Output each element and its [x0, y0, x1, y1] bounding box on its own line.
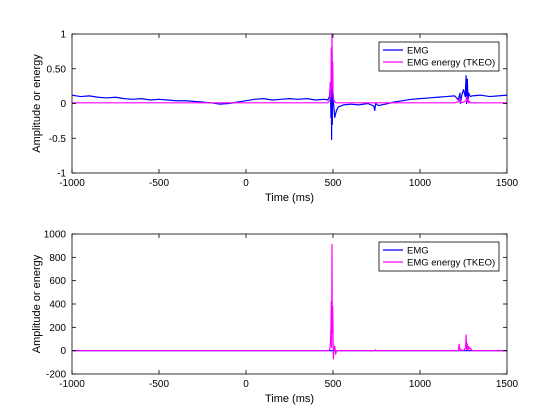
y-axis-label: Amplitude or energy	[31, 254, 43, 353]
x-axis-label: Time (ms)	[265, 393, 314, 405]
y-tick-label: -1	[57, 169, 66, 180]
x-tick-label: 1000	[409, 178, 432, 189]
x-tick-label: 500	[325, 178, 342, 189]
chart-emg-amplitude: -1000 -500 0 500 1000 1500 -1 -0.5 0 0.50 1 Time (m…	[31, 30, 519, 205]
x-tick-label: 500	[325, 379, 342, 390]
chart-emg-energy: -1000 -500 0 500 1000 1500 -200 0 200 400 600 800 10…	[31, 230, 519, 406]
legend-label-emg: EMG	[407, 46, 429, 57]
x-tick-label: 0	[243, 178, 249, 189]
y-tick-label: 800	[49, 253, 66, 264]
x-tick-label: -500	[149, 379, 169, 390]
y-axis-label: Amplitude or energy	[31, 54, 43, 153]
series-line-tkeo	[72, 34, 507, 104]
legend-box	[378, 241, 500, 272]
y-tick-label: 1000	[44, 230, 67, 241]
x-tick-label: 1500	[496, 379, 519, 390]
legend-box	[378, 41, 500, 72]
y-tick-label: 1	[60, 30, 66, 41]
y-tick-label: 0	[60, 99, 66, 110]
series-line-tkeo	[72, 243, 507, 360]
x-tick-label: 1000	[409, 379, 432, 390]
x-axis-label: Time (ms)	[265, 192, 314, 204]
legend-label-tkeo: EMG energy (TKEO)	[407, 58, 495, 69]
series-line-emg	[72, 50, 507, 141]
x-tick-label: 0	[243, 379, 249, 390]
y-tick-label: -200	[46, 370, 66, 381]
x-tick-label: -1000	[59, 178, 85, 189]
x-tick-label: -500	[149, 178, 169, 189]
y-tick-label: 600	[49, 276, 66, 287]
series-group	[72, 243, 507, 360]
series-group	[72, 34, 507, 141]
y-tick-label: 200	[49, 323, 66, 334]
y-tick-label: 0	[60, 346, 66, 357]
x-tick-label: -1000	[59, 379, 85, 390]
legend-label-tkeo: EMG energy (TKEO)	[407, 258, 495, 269]
legend-label-emg: EMG	[407, 246, 429, 257]
x-tick-label: 1500	[496, 178, 519, 189]
y-tick-label: -0.5	[49, 134, 67, 145]
y-tick-label: 0.50	[47, 64, 67, 75]
y-tick-label: 400	[49, 300, 66, 311]
